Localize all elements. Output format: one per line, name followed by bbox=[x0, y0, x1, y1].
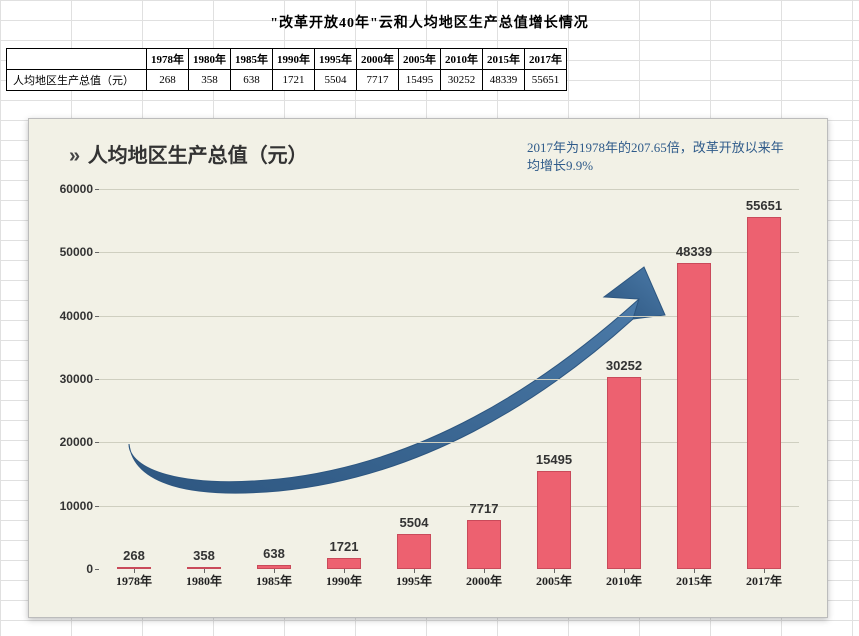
x-tickmark bbox=[764, 569, 765, 573]
table-header-row: 1978年 1980年 1985年 1990年 1995年 2000年 2005… bbox=[7, 49, 567, 70]
chart-note: 2017年为1978年的207.65倍，改革开放以来年均增长9.9% bbox=[527, 139, 787, 175]
x-category-label: 2010年 bbox=[606, 572, 642, 589]
cell: 15495 bbox=[399, 70, 441, 91]
x-category-label: 1990年 bbox=[326, 572, 362, 589]
bar-value-label: 55651 bbox=[746, 198, 782, 213]
cell: 268 bbox=[147, 70, 189, 91]
bar-value-label: 30252 bbox=[606, 358, 642, 373]
x-category-label: 1985年 bbox=[256, 572, 292, 589]
y-tickmark bbox=[95, 189, 99, 190]
x-tickmark bbox=[484, 569, 485, 573]
cell: 55651 bbox=[525, 70, 567, 91]
y-tick-label: 0 bbox=[86, 562, 93, 576]
x-tickmark bbox=[204, 569, 205, 573]
plot-area: 01000020000300004000050000600002681978年3… bbox=[99, 189, 799, 589]
chevron-right-icon: » bbox=[69, 145, 76, 167]
bar bbox=[607, 377, 641, 569]
gridline bbox=[99, 189, 799, 190]
col-h: 2017年 bbox=[525, 49, 567, 70]
x-category-label: 1995年 bbox=[396, 572, 432, 589]
y-tick-label: 60000 bbox=[60, 182, 93, 196]
x-tickmark bbox=[134, 569, 135, 573]
bar bbox=[537, 471, 571, 569]
y-tickmark bbox=[95, 569, 99, 570]
col-h: 1985年 bbox=[231, 49, 273, 70]
y-tickmark bbox=[95, 316, 99, 317]
y-tick-label: 30000 bbox=[60, 372, 93, 386]
y-tick-label: 40000 bbox=[60, 309, 93, 323]
cell: 5504 bbox=[315, 70, 357, 91]
bar-value-label: 7717 bbox=[470, 501, 499, 516]
x-category-label: 2005年 bbox=[536, 572, 572, 589]
x-category-label: 1978年 bbox=[116, 572, 152, 589]
x-tickmark bbox=[694, 569, 695, 573]
col-h: 2015年 bbox=[483, 49, 525, 70]
y-tickmark bbox=[95, 252, 99, 253]
y-tick-label: 20000 bbox=[60, 435, 93, 449]
cell: 358 bbox=[189, 70, 231, 91]
bar-value-label: 358 bbox=[193, 548, 215, 563]
x-tickmark bbox=[414, 569, 415, 573]
cell: 1721 bbox=[273, 70, 315, 91]
chart-title-text: 人均地区生产总值（元） bbox=[88, 145, 308, 167]
bar bbox=[397, 534, 431, 569]
table-row: 人均地区生产总值（元） 268 358 638 1721 5504 7717 1… bbox=[7, 70, 567, 91]
x-tickmark bbox=[624, 569, 625, 573]
col-h: 2010年 bbox=[441, 49, 483, 70]
col-h: 1990年 bbox=[273, 49, 315, 70]
x-category-label: 1980年 bbox=[186, 572, 222, 589]
x-tickmark bbox=[344, 569, 345, 573]
data-table: 1978年 1980年 1985年 1990年 1995年 2000年 2005… bbox=[6, 48, 567, 91]
table-corner-cell bbox=[7, 49, 147, 70]
y-tickmark bbox=[95, 506, 99, 507]
page-title: "改革开放40年"云和人均地区生产总值增长情况 bbox=[0, 12, 859, 32]
cell: 638 bbox=[231, 70, 273, 91]
bar-value-label: 15495 bbox=[536, 452, 572, 467]
col-h: 1980年 bbox=[189, 49, 231, 70]
x-category-label: 2000年 bbox=[466, 572, 502, 589]
x-tickmark bbox=[554, 569, 555, 573]
bar-value-label: 638 bbox=[263, 546, 285, 561]
bar-value-label: 48339 bbox=[676, 244, 712, 259]
cell: 30252 bbox=[441, 70, 483, 91]
bar bbox=[327, 558, 361, 569]
row-header: 人均地区生产总值（元） bbox=[7, 70, 147, 91]
cell: 7717 bbox=[357, 70, 399, 91]
bar-value-label: 5504 bbox=[400, 515, 429, 530]
cell: 48339 bbox=[483, 70, 525, 91]
chart-title: » 人均地区生产总值（元） bbox=[69, 139, 308, 168]
col-h: 2000年 bbox=[357, 49, 399, 70]
bar bbox=[467, 520, 501, 569]
chart-container: » 人均地区生产总值（元） 2017年为1978年的207.65倍，改革开放以来… bbox=[28, 118, 828, 618]
bar bbox=[677, 263, 711, 569]
col-h: 1978年 bbox=[147, 49, 189, 70]
bar bbox=[747, 217, 781, 569]
y-tick-label: 50000 bbox=[60, 245, 93, 259]
bar-value-label: 268 bbox=[123, 548, 145, 563]
bar-value-label: 1721 bbox=[330, 539, 359, 554]
y-tickmark bbox=[95, 442, 99, 443]
x-tickmark bbox=[274, 569, 275, 573]
col-h: 1995年 bbox=[315, 49, 357, 70]
col-h: 2005年 bbox=[399, 49, 441, 70]
x-category-label: 2015年 bbox=[676, 572, 712, 589]
x-category-label: 2017年 bbox=[746, 572, 782, 589]
y-tick-label: 10000 bbox=[60, 499, 93, 513]
y-tickmark bbox=[95, 379, 99, 380]
